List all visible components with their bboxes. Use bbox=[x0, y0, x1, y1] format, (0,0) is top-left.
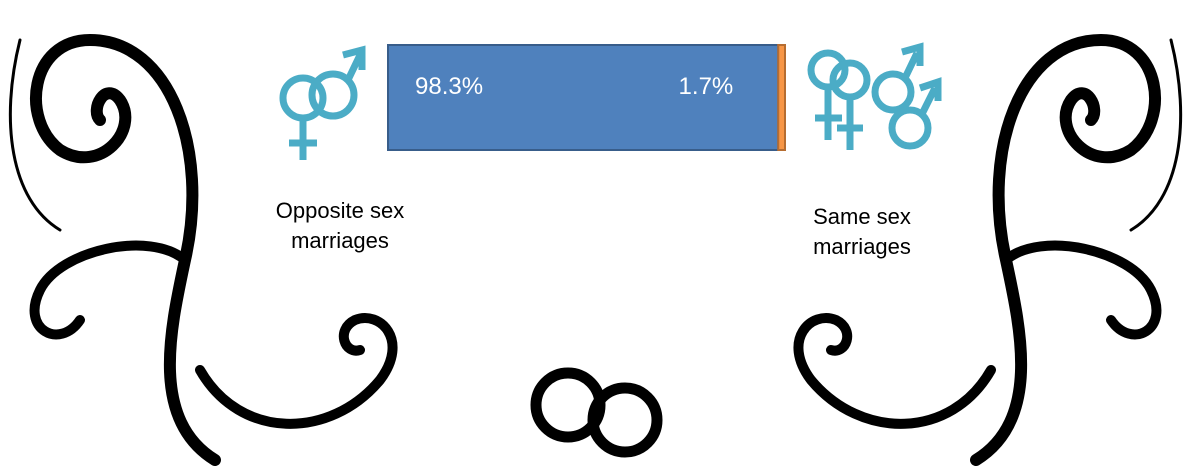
page: 98.3% 1.7% Opposite sex marriages Same se… bbox=[0, 0, 1191, 466]
data-label: 98.3% bbox=[415, 73, 483, 100]
bar-segment bbox=[778, 45, 785, 150]
opposite-sex-icon bbox=[283, 50, 362, 160]
legend-label: Same sex marriages bbox=[772, 202, 952, 262]
legend-label: Opposite sex marriages bbox=[240, 196, 440, 256]
chart: 98.3% 1.7% bbox=[0, 0, 1191, 466]
same-sex-icon bbox=[811, 47, 938, 150]
data-label: 1.7% bbox=[679, 73, 734, 100]
